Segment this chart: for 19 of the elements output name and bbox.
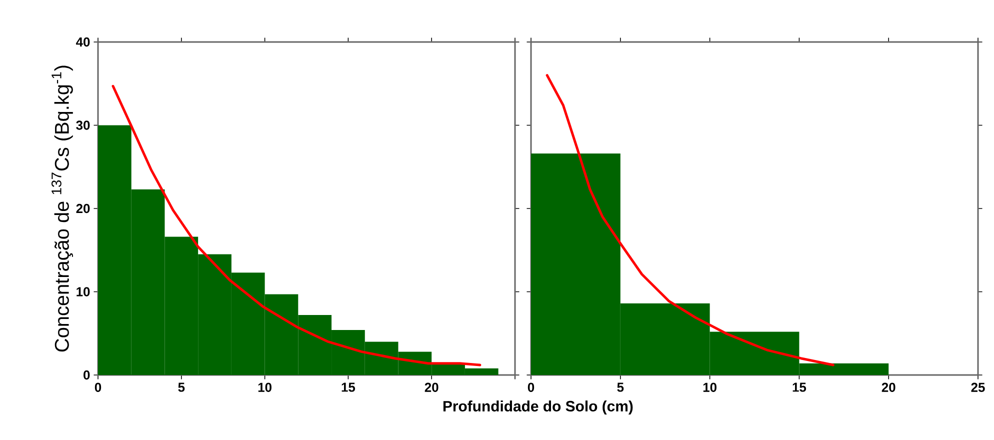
x-tick-label: 15 [792,382,806,392]
x-tick-label: 0 [528,382,534,392]
x-tick-label: 10 [258,382,272,392]
y-tick-label: 40 [76,37,90,47]
x-tick-label: 15 [342,382,356,392]
y-tick-label: 20 [76,204,90,214]
x-tick-label: 0 [94,382,102,392]
x-tick-label: 5 [178,382,185,392]
x-tick-label: 25 [971,382,985,392]
y-tick-label: 0 [84,370,90,380]
x-tick-label: 10 [703,382,716,392]
y-axis-title: Concentração de $^{137}$Cs (Bq.kg$^{-1}$) [52,66,73,352]
line-series [112,84,482,366]
x-axis-title: Profundidade do Solo (cm) [443,400,633,414]
y-tick-label: 10 [76,287,90,296]
x-tick-label: 5 [617,382,624,392]
y-tick-label: 30 [76,120,90,130]
x-tick-label: 20 [882,382,896,392]
x-tick-label: 20 [424,382,438,392]
